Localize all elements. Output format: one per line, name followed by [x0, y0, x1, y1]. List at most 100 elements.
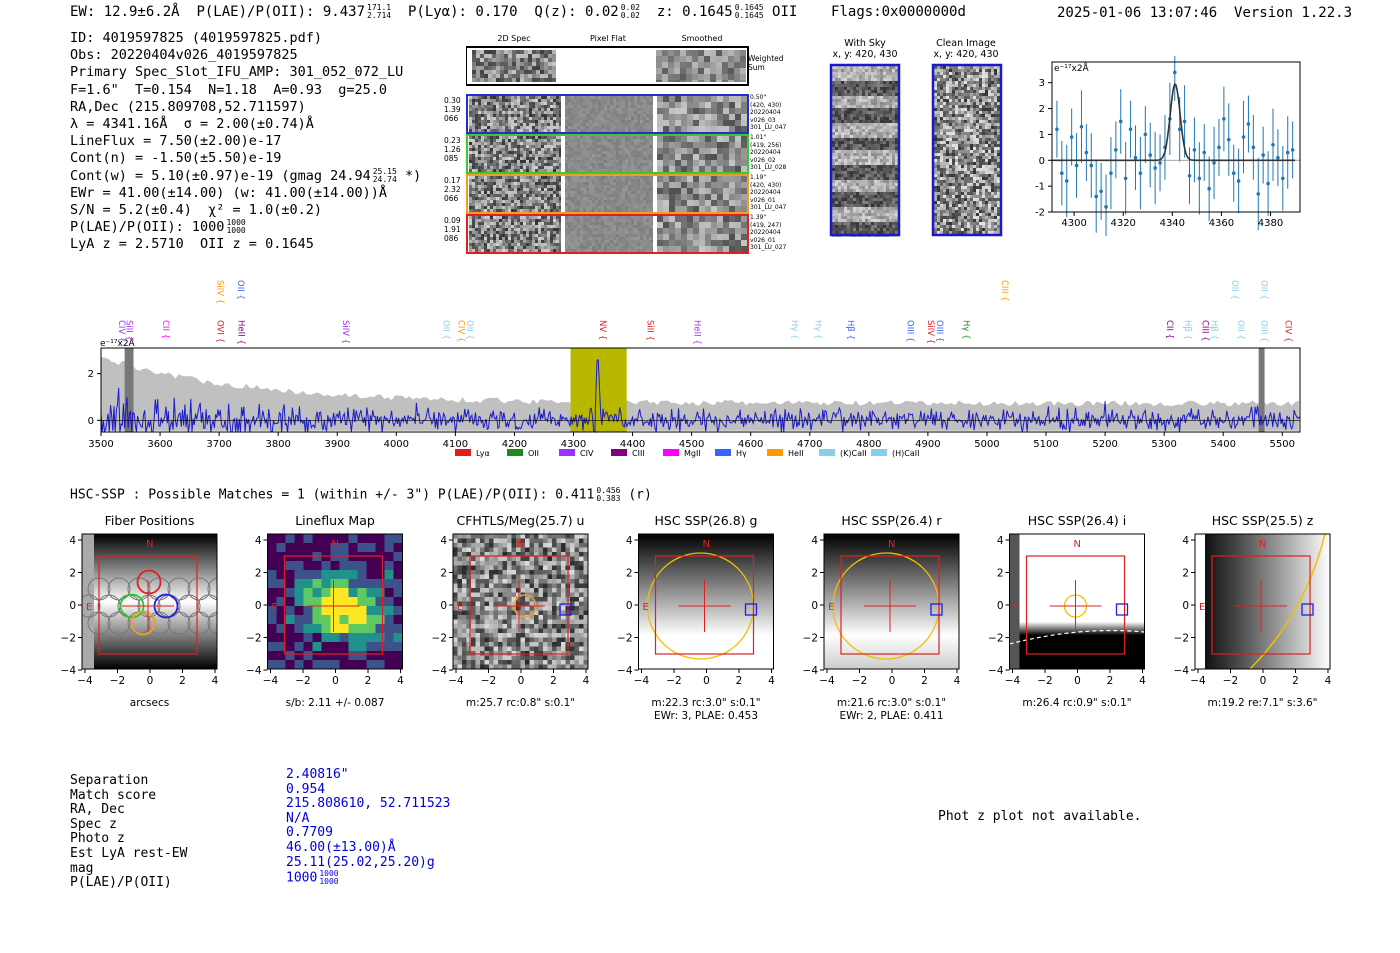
- north-label: N: [1259, 539, 1266, 550]
- data-point: [1153, 166, 1157, 170]
- info-ra-dec: RA,Dec (215.809708,52.711597): [70, 98, 306, 115]
- y-tick-label: 4: [440, 535, 447, 547]
- detection-info: ID: 4019597825 (4019597825.pdf) Obs: 2022…: [70, 30, 421, 254]
- y-tick-label: −2: [61, 633, 76, 645]
- spec2d-col-header: 2D Spec: [497, 34, 531, 43]
- data-point: [1084, 150, 1089, 155]
- info-fiber-params: F=1.6" T=0.154 N=1.18 A=0.93 g=25.0: [70, 81, 387, 98]
- x-tick-label: 4320: [1110, 218, 1135, 229]
- cutout-title: HSC SSP(26.8) g: [654, 513, 758, 528]
- line-marker-top: OII {: [235, 280, 245, 300]
- x-tick-label: −4: [1005, 675, 1021, 687]
- y-tick-label: 1: [1039, 130, 1045, 141]
- row-frame: [466, 134, 749, 174]
- legend-label: Lyα: [476, 449, 490, 458]
- y-tick-label: 0: [440, 600, 447, 612]
- x-tick-label: 2: [550, 675, 557, 687]
- legend-label: Hγ: [736, 449, 747, 458]
- y-tick-label: 2: [255, 568, 262, 580]
- cutout-title: Fiber Positions: [104, 513, 195, 528]
- row-smoothed: [657, 176, 747, 212]
- legend-label: OII: [528, 449, 539, 458]
- data-point: [1222, 117, 1226, 121]
- row-2d-spec: [469, 136, 561, 172]
- data-point: [1069, 135, 1074, 139]
- x-tick-label: 4: [583, 675, 590, 687]
- y-tick-label: 2: [1039, 104, 1045, 115]
- row-info: 1.19" (420, 430) 20220404 v026_01 301_LU_047: [750, 174, 787, 212]
- data-point: [1094, 194, 1098, 199]
- cutout-subtitle: s/b: 2.11 +/- 0.087: [285, 697, 385, 709]
- ew-value: EW: 12.9±6.2Å: [70, 4, 180, 20]
- line-marker: OII {: [464, 320, 474, 340]
- x-tick-label: 4700: [797, 439, 822, 450]
- line-marker: SiII {: [644, 320, 654, 341]
- match-box: [1115, 603, 1129, 616]
- weighted-sum-2d: [472, 50, 556, 82]
- x-tick-label: 0: [889, 675, 896, 687]
- east-label: E: [1014, 602, 1020, 613]
- photz-message: Phot z plot not available.: [938, 809, 1142, 824]
- data-point: [1226, 137, 1231, 142]
- x-tick-label: −2: [1223, 675, 1238, 687]
- x-tick-label: 3900: [325, 439, 350, 450]
- model-curve: [1052, 82, 1296, 162]
- y-tick-label: 4: [255, 535, 262, 547]
- x-tick-label: 0: [518, 675, 525, 687]
- legend-swatch: [507, 449, 523, 456]
- match-value: 1000 1000 1000: [286, 869, 339, 887]
- row-gap: [653, 94, 657, 134]
- x-tick-label: 4380: [1258, 218, 1283, 229]
- fiber-highlight: [136, 569, 162, 595]
- info-id: ID: 4019597825 (4019597825.pdf): [70, 30, 322, 46]
- x-tick-label: 4000: [384, 439, 409, 450]
- y-tick-label: 0: [1182, 600, 1189, 612]
- data-point: [1182, 119, 1187, 124]
- cutout-subtitle: arcsecs: [129, 697, 170, 709]
- north-label: N: [332, 539, 339, 550]
- search-box: [98, 555, 198, 655]
- match-value: 0.7709: [286, 825, 333, 841]
- data-point: [1177, 127, 1182, 132]
- search-box: [654, 555, 755, 655]
- x-tick-label: 4200: [502, 439, 527, 450]
- legend-label: MgII: [684, 449, 701, 458]
- row-stats: 0.17 2.32 066: [444, 176, 461, 203]
- cutout-panel: N E −4 −2 0 2 4 4 2 0 −2 −4: [1174, 533, 1332, 687]
- data-point: [1099, 189, 1103, 194]
- line-marker: NV {: [597, 320, 607, 340]
- east-label: E: [828, 602, 834, 613]
- weighted-sum-label: Weighted Sum: [748, 54, 784, 72]
- row-2d-spec: [469, 216, 561, 252]
- data-point: [1143, 132, 1148, 137]
- match-table-values: 2.40816" 0.954 215.808610, 52.711523 N/A 0.7…: [286, 767, 450, 887]
- legend-swatch: [455, 449, 471, 456]
- match-box: [744, 603, 758, 616]
- header-right: 2025-01-06 13:07:46 Version 1.22.3: [1057, 5, 1352, 21]
- cutout-subtitle: m:21.6 rc:3.0" s:0.1": [836, 697, 947, 709]
- x-tick-label: 5400: [1210, 439, 1235, 450]
- line-marker: HeII {: [236, 320, 246, 345]
- match-box: [1301, 603, 1314, 616]
- spectrum-line: [100, 359, 1301, 434]
- masked-region: [1258, 348, 1265, 432]
- line-marker: OII {: [441, 320, 451, 340]
- data-point: [1212, 161, 1216, 165]
- legend-swatch: [715, 449, 731, 456]
- cutout-title: CFHTLS/Meg(25.7) u: [456, 513, 585, 528]
- info-ewr: EWr = 41.00(±14.00) (w: 41.00(±14.00))Å: [70, 184, 387, 201]
- x-tick-label: 4: [1139, 675, 1146, 687]
- data-point: [1251, 145, 1256, 150]
- data-point: [1148, 153, 1153, 157]
- qz-frac: 0.02 0.02: [620, 3, 640, 20]
- search-box: [469, 555, 569, 655]
- x-tick-label: −4: [448, 675, 464, 687]
- data-point: [1207, 186, 1211, 191]
- x-tick-label: 0: [1260, 675, 1267, 687]
- data-point: [1158, 161, 1162, 165]
- match-label: Est LyA rest-EW: [70, 845, 188, 861]
- row-gap: [653, 174, 657, 214]
- legend-label: (H)CaII: [892, 449, 919, 458]
- row-pixel-flat: [565, 216, 653, 252]
- x-tick-label: 5200: [1092, 439, 1117, 450]
